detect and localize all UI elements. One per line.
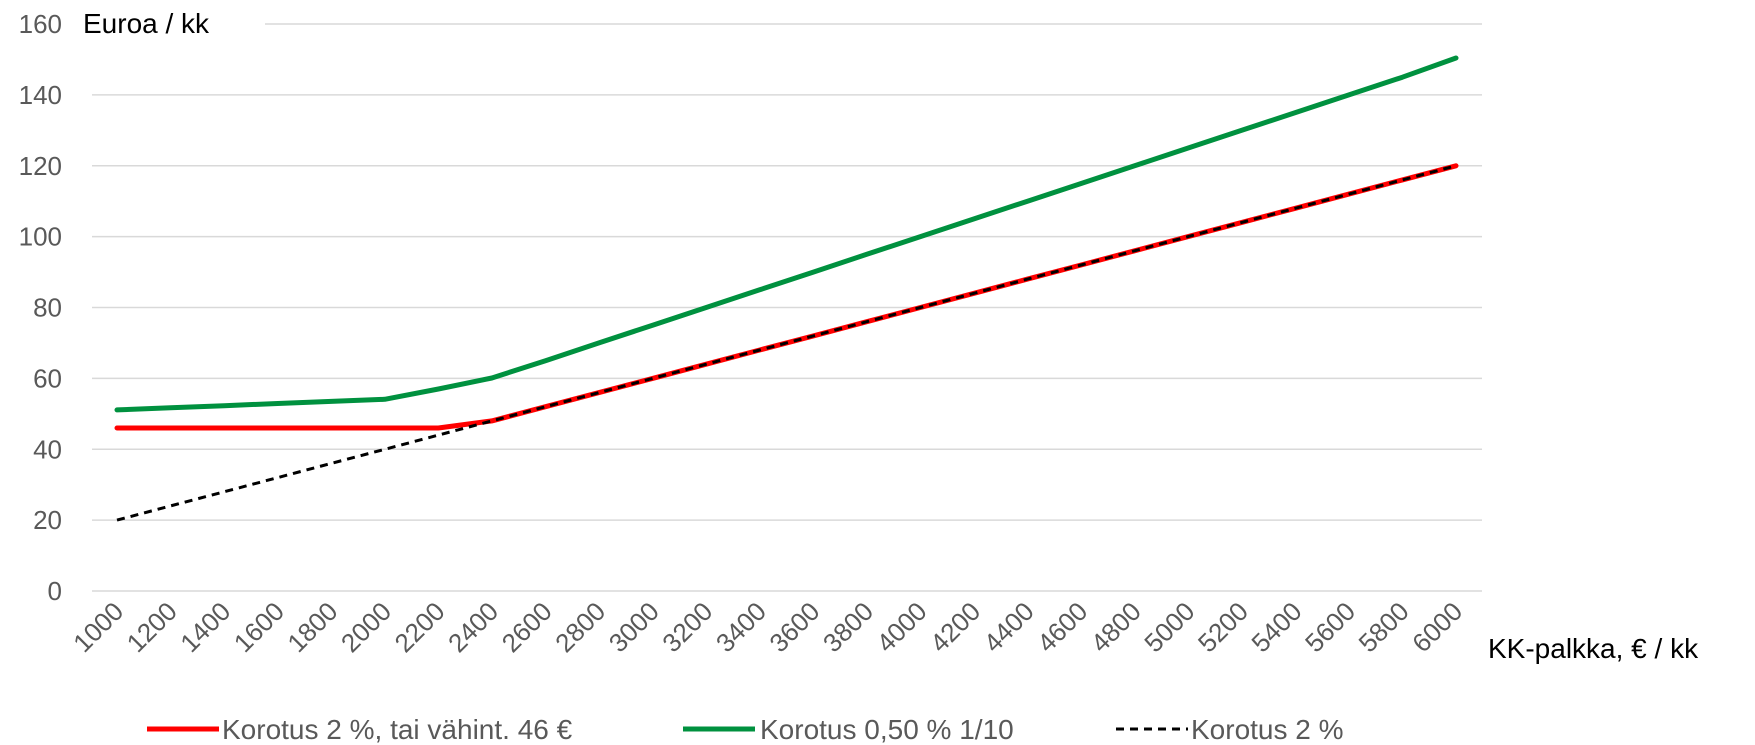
x-tick-label: 3200 — [656, 596, 718, 658]
y-tick-label: 60 — [33, 363, 62, 393]
y-tick-label: 0 — [48, 576, 62, 606]
y-tick-label: 80 — [33, 293, 62, 323]
y-tick-label: 40 — [33, 434, 62, 464]
x-tick-label: 4600 — [1031, 596, 1093, 658]
gridlines — [92, 23, 1482, 592]
x-tick-label: 2200 — [388, 596, 450, 658]
y-tick-label: 120 — [19, 151, 62, 181]
x-tick-label: 5000 — [1138, 596, 1200, 658]
x-tick-label: 2000 — [335, 596, 397, 658]
series-lines — [114, 55, 1459, 522]
x-tick-label: 4400 — [978, 596, 1040, 658]
x-tick-label: 1400 — [174, 596, 236, 658]
y-axis-label: Euroa / kk — [83, 8, 210, 39]
y-axis-ticks: 0 20 40 60 80 100 120 140 160 — [19, 9, 62, 606]
series-line — [114, 163, 1459, 431]
x-axis-ticks: 1000120014001600180020002200240026002800… — [67, 596, 1468, 658]
x-tick-label: 6000 — [1406, 596, 1468, 658]
x-tick-label: 3000 — [603, 596, 665, 658]
legend: Korotus 2 %, tai vähint. 46 € Korotus 0,5… — [147, 714, 1344, 745]
x-tick-label: 5800 — [1353, 596, 1415, 658]
y-tick-label: 140 — [19, 80, 62, 110]
x-tick-label: 3600 — [763, 596, 825, 658]
x-tick-label: 2800 — [549, 596, 611, 658]
x-tick-label: 1800 — [281, 596, 343, 658]
x-tick-label: 3400 — [710, 596, 772, 658]
x-tick-label: 5400 — [1245, 596, 1307, 658]
x-tick-label: 1000 — [67, 596, 129, 658]
y-tick-label: 100 — [19, 222, 62, 252]
x-tick-label: 2400 — [442, 596, 504, 658]
x-tick-label: 1200 — [121, 596, 183, 658]
x-tick-label: 4000 — [871, 596, 933, 658]
x-tick-label: 4800 — [1085, 596, 1147, 658]
legend-label: Korotus 0,50 % 1/10 — [760, 714, 1014, 745]
x-tick-label: 2600 — [496, 596, 558, 658]
series-line — [116, 164, 1457, 522]
y-tick-label: 20 — [33, 505, 62, 535]
x-tick-label: 4200 — [924, 596, 986, 658]
x-tick-label: 3800 — [817, 596, 879, 658]
y-tick-label: 160 — [19, 9, 62, 39]
series-line — [114, 55, 1459, 413]
x-tick-label: 1600 — [228, 596, 290, 658]
legend-label: Korotus 2 %, tai vähint. 46 € — [222, 714, 573, 745]
legend-label: Korotus 2 % — [1191, 714, 1344, 745]
x-tick-label: 5600 — [1299, 596, 1361, 658]
x-tick-label: 5200 — [1192, 596, 1254, 658]
x-axis-label: KK-palkka, € / kk — [1488, 633, 1699, 664]
